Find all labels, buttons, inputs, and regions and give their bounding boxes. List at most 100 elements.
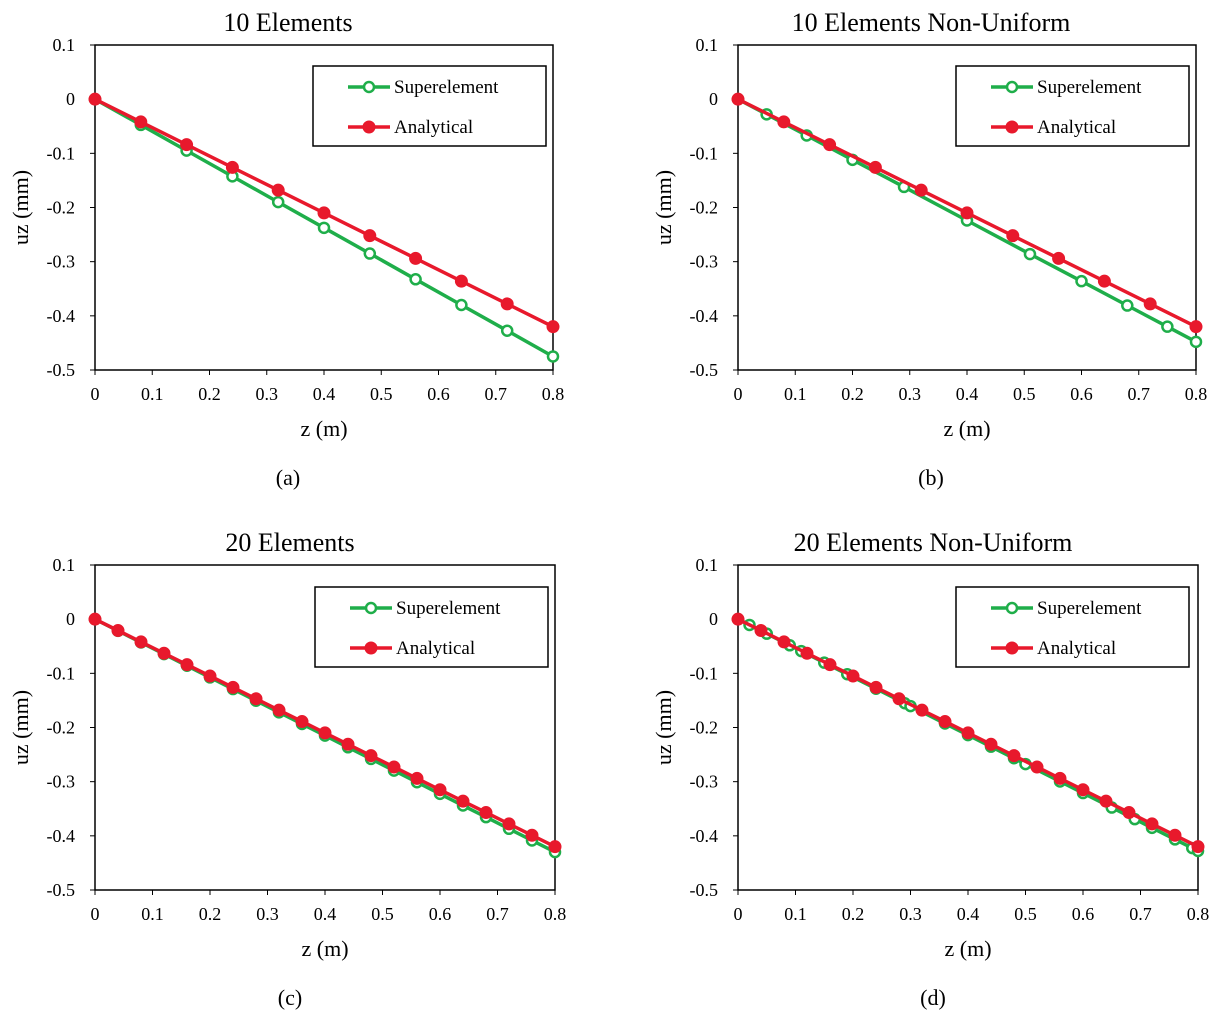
data-point-analytical	[892, 692, 906, 706]
data-point-analytical	[387, 760, 401, 774]
data-point-analytical	[1145, 817, 1159, 831]
y-tick-label: -0.4	[690, 306, 719, 326]
series-analytical	[731, 612, 1205, 854]
data-point-analytical	[317, 206, 331, 220]
data-point-analytical	[180, 658, 194, 672]
y-tick-label: -0.3	[690, 252, 719, 272]
legend-box	[955, 65, 1190, 147]
y-tick-label: -0.3	[47, 772, 76, 792]
x-tick-label: 0.4	[313, 384, 336, 404]
data-point-analytical	[157, 646, 171, 660]
x-tick-label: 0.4	[956, 384, 979, 404]
data-point-superelement	[455, 298, 468, 312]
legend-entry-analytical: Analytical	[348, 117, 473, 138]
data-point-superelement	[1121, 299, 1134, 312]
y-tick-label: -0.1	[47, 143, 76, 163]
x-tick-label: 0.7	[485, 384, 508, 404]
data-point-analytical	[1053, 771, 1067, 785]
x-tick-label: 0.7	[1129, 904, 1152, 924]
data-point-analytical	[823, 658, 837, 672]
y-axis-label: uz (mm)	[8, 170, 33, 245]
y-tick-label: -0.5	[690, 880, 719, 900]
data-point-analytical	[225, 160, 239, 174]
data-point-analytical	[295, 715, 309, 729]
data-point-analytical	[134, 115, 148, 129]
y-tick-label: -0.2	[690, 198, 719, 218]
data-point-analytical	[1052, 251, 1066, 265]
y-tick-label: 0.1	[696, 555, 719, 575]
y-tick-label: -0.1	[690, 143, 719, 163]
x-tick-label: 0.1	[141, 904, 164, 924]
chart-title: 20 Elements Non-Uniform	[794, 528, 1073, 557]
x-tick-label: 0.1	[784, 904, 807, 924]
y-tick-label: -0.1	[47, 663, 76, 683]
data-point-analytical	[318, 726, 332, 740]
data-point-analytical	[525, 828, 539, 842]
legend: Superelement Analytical	[312, 65, 547, 147]
y-tick-label: 0	[66, 89, 75, 109]
data-point-analytical	[1099, 794, 1113, 808]
data-point-analytical	[111, 624, 125, 638]
data-point-superelement	[1189, 335, 1203, 349]
legend-label: Superelement	[1037, 598, 1142, 619]
x-tick-label: 0.6	[427, 384, 450, 404]
legend-marker	[1005, 120, 1019, 134]
y-axis-label: uz (mm)	[651, 170, 676, 245]
x-tick-label: 0.8	[1185, 384, 1208, 404]
x-tick-label: 0.5	[371, 904, 394, 924]
data-point-superelement	[1075, 274, 1088, 288]
legend: Superelement Analytical	[955, 65, 1190, 147]
y-tick-label: 0.1	[696, 35, 719, 55]
x-tick-label: 0.8	[1187, 904, 1210, 924]
data-point-superelement	[546, 350, 560, 363]
data-point-analytical	[409, 251, 423, 265]
data-point-analytical	[1191, 840, 1205, 854]
x-axis-label: z (m)	[301, 936, 348, 961]
data-point-analytical	[479, 806, 493, 820]
x-axis-label: z (m)	[300, 416, 347, 441]
y-tick-label: -0.3	[690, 772, 719, 792]
data-point-analytical	[1076, 783, 1090, 797]
series-analytical	[88, 612, 562, 854]
x-tick-label: 0.6	[1070, 384, 1093, 404]
legend-entry-superelement: Superelement	[991, 598, 1142, 619]
data-point-analytical	[88, 612, 102, 626]
data-point-analytical	[502, 817, 516, 831]
x-tick-label: 0.3	[899, 904, 922, 924]
data-point-analytical	[823, 138, 837, 152]
data-point-superelement	[409, 273, 422, 286]
panel-caption: (b)	[918, 465, 944, 490]
legend-label: Analytical	[1037, 638, 1116, 659]
legend-entry-analytical: Analytical	[350, 638, 475, 659]
data-point-analytical	[754, 624, 768, 638]
data-point-analytical	[456, 794, 470, 808]
x-tick-label: 0.3	[256, 904, 279, 924]
chart-title: 10 Elements	[223, 8, 352, 37]
x-tick-label: 0	[734, 904, 743, 924]
x-tick-label: 0.5	[1014, 904, 1037, 924]
legend-entry-superelement: Superelement	[991, 77, 1142, 98]
y-tick-label: 0.1	[53, 35, 76, 55]
y-tick-label: -0.1	[690, 663, 719, 683]
data-point-analytical	[433, 783, 447, 797]
data-point-analytical	[777, 635, 791, 649]
legend-marker	[1005, 601, 1019, 615]
x-tick-label: 0.4	[314, 904, 337, 924]
data-point-analytical	[249, 692, 263, 706]
data-point-analytical	[226, 680, 240, 694]
x-tick-label: 0.3	[899, 384, 922, 404]
data-point-analytical	[341, 737, 355, 751]
y-axis-label: uz (mm)	[8, 690, 33, 765]
y-tick-label: -0.4	[47, 826, 76, 846]
panel-caption: (c)	[278, 985, 302, 1010]
y-tick-label: -0.4	[690, 826, 719, 846]
data-point-analytical	[961, 726, 975, 740]
y-tick-label: -0.3	[47, 252, 76, 272]
x-tick-label: 0.1	[784, 384, 807, 404]
data-point-analytical	[1030, 760, 1044, 774]
data-point-analytical	[1168, 828, 1182, 842]
data-point-analytical	[134, 635, 148, 649]
x-tick-label: 0	[91, 904, 100, 924]
chart-panel-a: 10 Elements 0.1 0 -0.1 -0.2 -0.3 -0.4 -0.5 0 0.1 0…	[8, 8, 564, 490]
x-tick-label: 0.8	[544, 904, 567, 924]
